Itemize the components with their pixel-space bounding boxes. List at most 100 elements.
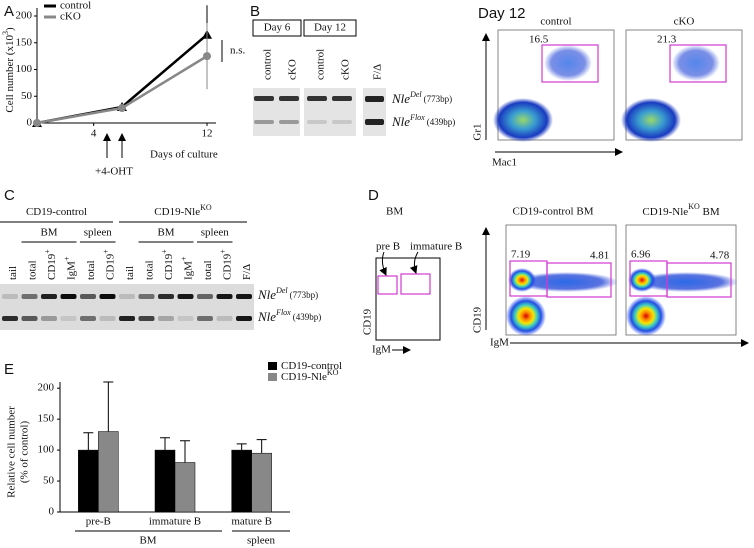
band: [236, 316, 252, 321]
band: [119, 294, 135, 299]
legend-label: CD19-Nle: [281, 371, 327, 383]
group-label: CD19-NleKO: [154, 203, 212, 218]
band-label: NleDel (773bp): [257, 286, 318, 302]
annotation: +4-OHT: [95, 166, 133, 178]
lane-label: total: [143, 260, 155, 280]
band: [216, 294, 233, 299]
annotation: n.s.: [230, 45, 246, 57]
error-bar: [180, 440, 190, 463]
band: [80, 316, 96, 321]
band: [197, 316, 213, 321]
subgroup-label: BM: [157, 227, 174, 239]
cell-cluster: [626, 296, 666, 336]
group-label: KO: [200, 203, 212, 212]
gate-value: 7.19: [511, 249, 531, 261]
lane-label: cKO: [287, 59, 299, 80]
gate-value: 6.96: [631, 249, 651, 261]
lane-label: +: [43, 249, 52, 254]
band: [138, 294, 155, 299]
x-tick-label: mature B: [231, 516, 272, 528]
legend-label: control: [60, 0, 91, 12]
axis-title: IgM: [490, 337, 509, 349]
lane-label: tail: [7, 266, 19, 280]
series-line: [36, 55, 208, 125]
plot-title: CD19-Nle: [642, 206, 688, 218]
lane-label: total: [85, 260, 97, 280]
schematic-title: BM: [386, 206, 403, 218]
group-label: CD19-Nle: [154, 206, 200, 218]
y-tick-label: 150: [38, 413, 55, 425]
band-label: Flox: [409, 113, 425, 122]
panel-label: A: [4, 3, 14, 20]
band: [60, 294, 77, 299]
band: [365, 96, 384, 102]
bar: [174, 462, 196, 513]
x-tick-label: 4: [91, 128, 97, 140]
gel-image: [363, 88, 386, 136]
y-axis-title: Relative cell number: [6, 406, 18, 498]
lane-label: CD19: [46, 253, 58, 280]
legend-label: KO: [327, 368, 339, 377]
y-tick-label: 0: [49, 506, 55, 518]
y-tick-label: 100: [16, 63, 33, 75]
panel-label: D: [368, 187, 379, 204]
bar: [78, 449, 99, 513]
band: [60, 316, 77, 321]
lane-label: +: [101, 249, 110, 254]
gel-image: [253, 88, 300, 136]
band: [158, 316, 174, 321]
cell-cluster: [621, 98, 681, 142]
lane-label: CD19: [104, 253, 116, 280]
lane-label: total: [143, 260, 155, 280]
x-tick-label: 12: [202, 128, 213, 140]
band: [21, 316, 38, 321]
band: [177, 316, 194, 321]
lane-label: total: [202, 260, 214, 280]
band-label: Flox: [275, 308, 291, 317]
lane-label: CD19+: [160, 249, 175, 280]
lane-label: tail: [7, 266, 19, 280]
y-axis-title: Cell number (x103): [1, 27, 16, 113]
band: [279, 120, 299, 124]
y-tick-label: 100: [38, 444, 55, 456]
lane-label: tail: [124, 266, 136, 280]
band-label: (773bp): [424, 94, 453, 104]
band: [158, 294, 174, 299]
gate-value: 4.78: [710, 250, 730, 262]
legend-label: cKO: [60, 11, 81, 23]
cell-cluster: [634, 272, 738, 292]
lane-label: total: [85, 260, 97, 280]
gel: tail total CD19+IgM+total CD19+tail total CD1…: [0, 203, 254, 330]
legend-swatch: [268, 362, 277, 370]
band: [21, 294, 38, 299]
legend-label: CD19-NleKO: [281, 368, 339, 383]
y-axis-title: 3: [1, 31, 10, 35]
lane-label: +: [218, 249, 227, 254]
flow-title: Day 12: [478, 5, 526, 22]
lane-label: F/Δ: [372, 64, 384, 80]
lane-label: F/Δ: [241, 264, 253, 280]
y-tick-label: 200: [38, 382, 55, 394]
day-label: Day 6: [264, 22, 291, 34]
x-tick-label: immature B: [149, 516, 201, 528]
flow-plots: 7.19 4.81 6.96 4.78: [505, 224, 738, 336]
y-tick-label: 50: [43, 475, 55, 487]
group-label: CD19-control: [26, 206, 87, 218]
marker: [33, 119, 41, 127]
legend-label: CD19-control: [281, 360, 342, 372]
band: [2, 316, 18, 321]
band: [307, 96, 327, 101]
lane-label: CD19+: [101, 249, 116, 280]
lane-label: +: [179, 256, 188, 261]
band: [216, 316, 233, 321]
gate: [666, 262, 732, 298]
marker: [203, 52, 211, 61]
error-bar: [256, 439, 267, 454]
lane-label: IgM+: [62, 256, 77, 280]
marker: [118, 104, 126, 113]
gate: [541, 44, 599, 83]
lane-label: total: [26, 260, 38, 280]
band-label: (439bp): [293, 312, 322, 322]
band: [80, 294, 96, 299]
